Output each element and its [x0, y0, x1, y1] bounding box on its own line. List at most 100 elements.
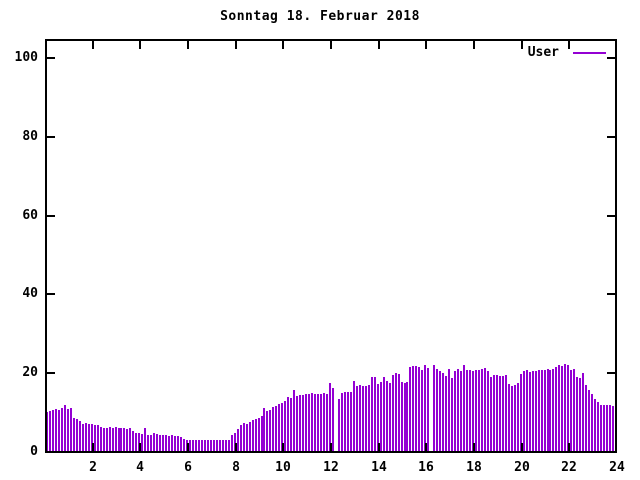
bar	[123, 428, 125, 453]
bar	[511, 386, 513, 453]
bar	[91, 424, 93, 453]
y-tick-label: 40	[22, 286, 38, 301]
bar	[547, 369, 549, 453]
x-tick-label: 8	[232, 460, 240, 475]
bar	[460, 371, 462, 453]
bar	[58, 410, 60, 453]
bar	[159, 435, 161, 453]
x-tick-label: 10	[275, 460, 291, 475]
bar	[135, 433, 137, 453]
bar	[582, 373, 584, 453]
y-tick-left	[47, 372, 55, 374]
bar	[329, 383, 331, 453]
bar	[356, 386, 358, 453]
x-tick-label: 16	[418, 460, 434, 475]
x-tick-bottom	[235, 443, 237, 451]
bar	[55, 409, 57, 453]
x-tick-top	[568, 41, 570, 49]
bar	[308, 394, 310, 453]
bar	[201, 440, 203, 453]
bar	[597, 402, 599, 453]
x-tick-top	[187, 41, 189, 49]
bar	[484, 368, 486, 453]
bar	[347, 392, 349, 453]
x-tick-label: 2	[89, 460, 97, 475]
bar	[109, 427, 111, 453]
bar	[314, 394, 316, 453]
bar	[162, 435, 164, 453]
bar	[505, 375, 507, 453]
bar	[362, 386, 364, 453]
bar	[392, 375, 394, 453]
bar	[118, 428, 120, 453]
x-tick-top	[235, 41, 237, 49]
bar	[284, 401, 286, 453]
bar	[445, 376, 447, 453]
bar	[386, 381, 388, 453]
bar	[281, 403, 283, 453]
bar	[380, 382, 382, 453]
bar	[165, 435, 167, 453]
bar	[526, 370, 528, 453]
bar	[266, 411, 268, 453]
bar	[454, 371, 456, 453]
bar	[141, 434, 143, 453]
bar	[558, 365, 560, 453]
bar	[216, 440, 218, 453]
bar	[240, 425, 242, 453]
bar	[126, 429, 128, 453]
bar	[147, 435, 149, 453]
bar	[290, 398, 292, 453]
y-tick-label: 0	[30, 444, 38, 459]
bar	[263, 408, 265, 453]
bar	[481, 369, 483, 453]
bar	[499, 376, 501, 453]
bar	[70, 408, 72, 453]
y-tick-right	[607, 136, 615, 138]
bar	[272, 407, 274, 453]
x-tick-top	[425, 41, 427, 49]
bar	[52, 410, 54, 453]
bar	[353, 381, 355, 453]
x-tick-label: 22	[561, 460, 577, 475]
legend: User	[470, 45, 606, 60]
x-tick-label: 18	[466, 460, 482, 475]
bar	[398, 374, 400, 453]
bar	[532, 371, 534, 453]
bar	[243, 423, 245, 453]
bar	[320, 394, 322, 453]
x-tick-bottom	[92, 443, 94, 451]
bar	[538, 370, 540, 453]
x-tick-top	[378, 41, 380, 49]
bar	[487, 371, 489, 453]
bar	[174, 436, 176, 453]
legend-label: User	[527, 45, 559, 60]
bar	[564, 364, 566, 453]
x-tick-bottom	[521, 443, 523, 451]
bar	[469, 370, 471, 453]
bar	[502, 376, 504, 453]
bar	[177, 436, 179, 453]
bar	[374, 377, 376, 453]
bar	[544, 370, 546, 453]
bar	[606, 405, 608, 453]
bar	[415, 366, 417, 453]
bar	[591, 394, 593, 453]
bar	[555, 367, 557, 453]
y-tick-left	[47, 215, 55, 217]
y-tick-label: 20	[22, 365, 38, 380]
bar	[535, 371, 537, 453]
bar	[100, 427, 102, 453]
bar	[508, 384, 510, 453]
x-tick-bottom	[568, 443, 570, 451]
bar	[523, 371, 525, 453]
bar	[451, 378, 453, 453]
bar	[269, 410, 271, 453]
bar	[180, 437, 182, 453]
bar	[448, 369, 450, 453]
y-tick-left	[47, 57, 55, 59]
y-tick-label: 80	[22, 129, 38, 144]
bar	[594, 399, 596, 453]
x-tick-top	[521, 41, 523, 49]
x-tick-top	[330, 41, 332, 49]
